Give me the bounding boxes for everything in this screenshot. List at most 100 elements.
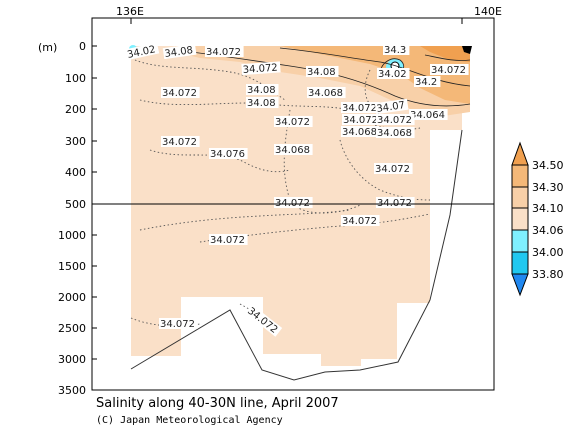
contour-label-text: 34.072 (377, 115, 412, 126)
contour-label-text: 34.072 (160, 319, 195, 330)
contour-label: 34.072 (205, 46, 244, 58)
x-tick-label-140e: 140E (474, 5, 502, 18)
contour-label: 34.072 (341, 102, 380, 114)
contour-label: 34.076 (209, 148, 248, 160)
contour-label-bg (274, 144, 313, 155)
dark-blob-east (462, 46, 472, 54)
y-tick-label: 400 (65, 166, 86, 179)
band-34-50-fill (420, 46, 470, 62)
colorbar-bottom-arrow (511, 273, 529, 297)
contour-line (139, 209, 351, 231)
contour-label-text: 34.072 (162, 88, 197, 99)
contour-label: 34.072 (376, 114, 415, 126)
y-tick-label: 500 (65, 198, 86, 211)
contour-label-text: 34.02 (378, 69, 407, 80)
y-tick-label: 1500 (58, 260, 86, 273)
contour-label-bg (376, 127, 415, 138)
y-axis-unit: (m) (38, 41, 57, 54)
contour-label-bg (414, 76, 441, 87)
y-tick-label: 0 (79, 40, 86, 53)
contour-line (424, 54, 471, 61)
y-tick-label: 3500 (58, 384, 86, 397)
contour-label-text: 34.072 (342, 216, 377, 227)
contour-label-bg (374, 163, 413, 174)
x-ticks (130, 18, 463, 24)
colorbar-label: 33.80 (532, 268, 564, 281)
contour-label-bg (162, 43, 197, 60)
y-tick-label: 2500 (58, 322, 86, 335)
colorbar-label: 34.30 (532, 181, 564, 194)
colorbar-box-33-80 (511, 251, 529, 275)
contour-label-bg (241, 61, 281, 76)
contour-label-text: 34.08 (164, 45, 194, 60)
contour-label: 34.072 (376, 197, 415, 209)
contour-label: 34.072 (161, 136, 200, 148)
y-tick-label: 100 (65, 72, 86, 85)
contour-label-text: 34.3 (384, 45, 406, 56)
contour-label: 34.072 (430, 64, 469, 76)
contour-label-bg (374, 98, 409, 115)
colorbar-box-34-30 (511, 164, 529, 188)
contour-label-bg (430, 64, 469, 75)
contour-label: 34.072 (342, 114, 381, 126)
contour-label-bg (161, 87, 200, 98)
contour-label-bg (377, 68, 410, 79)
colorbar-top-arrow (511, 141, 529, 166)
contour-label-bg (246, 84, 279, 95)
contour-label-text: 34.068 (342, 127, 377, 138)
contour-label-text: 34.08 (247, 85, 276, 96)
contour-label: 34.07 (374, 98, 409, 115)
colorbar-box-34-06 (511, 207, 529, 231)
contour-line (149, 149, 291, 173)
contour-label-text: 34.072 (375, 164, 410, 175)
contour-label: 34.3 (383, 44, 410, 56)
contour-label: 34.072 (341, 215, 380, 227)
contour-label-bg (159, 318, 198, 329)
contour-label: 34.072 (374, 163, 413, 175)
contour-label: 34.072 (274, 197, 313, 209)
contour-label: 34.08 (306, 66, 339, 78)
contour-label-text: 34.072 (210, 235, 245, 246)
contour-label: 34.08 (162, 43, 197, 60)
contour-label: 34.068 (274, 144, 313, 156)
contour-label-text: 34.072 (342, 103, 377, 114)
contour-line (199, 213, 431, 243)
y-tick-label: 2000 (58, 291, 86, 304)
contour-label: 34.2 (414, 76, 441, 88)
contour-label-text: 34.072 (431, 65, 466, 76)
chart-title: Salinity along 40-30N line, April 2007 (96, 396, 339, 411)
y-tick-label: 300 (65, 135, 86, 148)
colorbar-box-34-00 (511, 229, 529, 253)
contour-label-bg (246, 97, 279, 108)
contour-label-bg (383, 44, 410, 55)
contour-label-text: 34.068 (377, 128, 412, 139)
colorbar-label: 34.00 (532, 246, 564, 259)
band-34-30-fill (280, 46, 470, 104)
contour-label-bg (341, 102, 380, 113)
contour-label-text: 34.064 (410, 110, 445, 121)
contour-label-text: 34.072 (162, 137, 197, 148)
contour-label-bg (376, 197, 415, 208)
contour-label-text: 34.072 (242, 63, 278, 76)
contour-label: 34.072 (241, 61, 281, 76)
contour-label-bg (209, 148, 248, 159)
contour-label: 34.02 (377, 68, 410, 80)
y-tick-labels: 0 100 200 300 400 500 1000 1500 2000 2500 3000 3500 (58, 40, 97, 397)
contour-label-text: 34.072 (206, 47, 241, 58)
contour-label-bg (125, 42, 160, 61)
contour-label-bg (342, 114, 381, 125)
colorbar-label: 34.06 (532, 224, 564, 237)
contour-label-text: 34.072 (343, 115, 378, 126)
contour-label-bg (244, 304, 283, 337)
y-tick-label: 200 (65, 103, 86, 116)
bottom-topography-line (130, 129, 463, 381)
contour-label-bg (341, 126, 380, 137)
contour-label-text: 34.08 (307, 67, 336, 78)
colorbar-label: 34.10 (532, 202, 564, 215)
contour-label-text: 34.076 (210, 149, 245, 160)
colorbar-label: 34.50 (532, 159, 564, 172)
y-tick-label: 3000 (58, 353, 86, 366)
contour-label-text: 34.07 (376, 100, 406, 115)
contour-label-text: 34.068 (308, 88, 343, 99)
